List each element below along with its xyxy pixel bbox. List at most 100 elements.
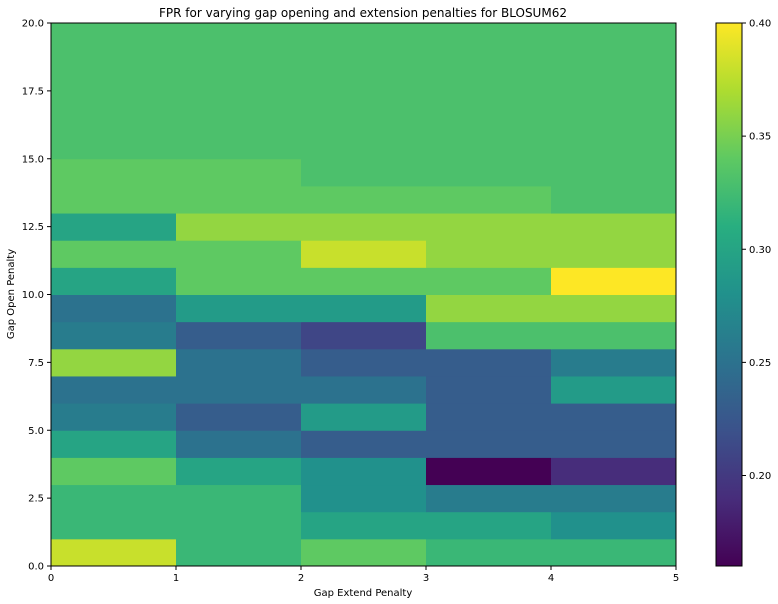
heatmap-cell	[551, 430, 677, 458]
y-tick-label: 0.0	[28, 562, 44, 573]
heatmap-cell	[426, 185, 552, 214]
heatmap-cell	[51, 348, 177, 377]
colorbar-axis: 0.20 0.25 0.30 0.35 0.40	[742, 19, 771, 482]
heatmap-cell	[51, 511, 177, 540]
heatmap-cell	[551, 185, 677, 214]
x-tick-label: 1	[173, 573, 179, 584]
heatmap-cell	[301, 375, 427, 404]
heatmap-cell	[176, 240, 302, 268]
heatmap-cell	[176, 158, 302, 187]
heatmap-cell	[176, 213, 302, 241]
x-tick-label: 0	[48, 573, 54, 584]
chart-title: FPR for varying gap opening and extensio…	[159, 6, 567, 20]
y-tick-label: 12.5	[22, 222, 44, 233]
x-axis-label: Gap Extend Penalty	[314, 588, 413, 599]
heatmap-cell	[426, 538, 552, 567]
heatmap-cell	[176, 511, 302, 540]
heatmap-cell	[301, 484, 427, 513]
y-tick-label: 2.5	[28, 494, 44, 505]
heatmap-cell	[301, 23, 427, 160]
heatmap-cell	[426, 267, 552, 295]
heatmap-cell	[551, 375, 677, 404]
heatmap-cell	[551, 23, 677, 160]
heatmap-cell	[426, 484, 552, 513]
y-tick-label: 5.0	[28, 426, 44, 437]
colorbar-tick-label: 0.40	[749, 19, 771, 30]
heatmap-cell	[51, 213, 177, 241]
heatmap-cell	[51, 321, 177, 350]
heatmap-cell	[301, 321, 427, 350]
heatmap-cell	[51, 430, 177, 458]
heatmap-cell	[176, 375, 302, 404]
heatmap-cell	[51, 484, 177, 513]
heatmap-cell	[176, 484, 302, 513]
x-tick-label: 5	[673, 573, 679, 584]
heatmap-cell	[551, 213, 677, 241]
x-tick-label: 4	[548, 573, 554, 584]
colorbar-tick-label: 0.35	[749, 132, 771, 143]
heatmap-cell	[426, 348, 552, 377]
heatmap-cell	[551, 240, 677, 268]
heatmap-cell	[426, 375, 552, 404]
heatmap-cell	[51, 538, 177, 567]
y-tick-label: 10.0	[22, 290, 44, 301]
colorbar-tick-label: 0.30	[749, 245, 771, 256]
heatmap-cell	[426, 23, 552, 160]
heatmap-cell	[426, 430, 552, 458]
colorbar-tick-label: 0.25	[749, 358, 771, 369]
heatmap-cell	[301, 538, 427, 567]
heatmap-cell	[551, 403, 677, 431]
heatmap-cell	[176, 267, 302, 295]
heatmap-cell	[301, 430, 427, 458]
heatmap-cell	[551, 457, 677, 486]
colorbar	[715, 22, 743, 567]
y-tick-label: 7.5	[28, 358, 44, 369]
heatmap-cell	[176, 430, 302, 458]
heatmap-cell	[551, 538, 677, 567]
heatmap-cell	[51, 158, 177, 187]
heatmap-cell	[301, 158, 427, 187]
heatmap-cell	[176, 403, 302, 431]
heatmap-cell	[301, 457, 427, 486]
heatmap-cell	[301, 403, 427, 431]
heatmap-cell	[301, 294, 427, 323]
heatmap-cell	[551, 484, 677, 513]
heatmap-cell	[301, 240, 427, 268]
heatmap-cell	[551, 511, 677, 540]
heatmap-cell	[176, 538, 302, 567]
y-tick-label: 20.0	[22, 19, 44, 30]
heatmap-cell	[176, 348, 302, 377]
heatmap-cells	[51, 23, 677, 567]
heatmap-cell	[51, 457, 177, 486]
heatmap-cell	[301, 511, 427, 540]
heatmap-cell	[176, 321, 302, 350]
heatmap-cell	[51, 294, 177, 323]
heatmap-cell	[551, 321, 677, 350]
heatmap-cell	[51, 403, 177, 431]
heatmap-cell	[426, 158, 552, 187]
heatmap-cell	[426, 294, 552, 323]
heatmap-cell	[426, 240, 552, 268]
heatmap-cell	[301, 213, 427, 241]
y-tick-label: 15.0	[22, 154, 44, 165]
y-axis: 0.0 2.5 5.0 7.5 10.0 12.5 15.0 17.5 20.0	[22, 19, 51, 573]
heatmap-cell	[426, 321, 552, 350]
heatmap-cell	[301, 267, 427, 295]
heatmap-cell	[301, 185, 427, 214]
heatmap-cell	[51, 23, 177, 160]
heatmap-cell	[176, 457, 302, 486]
heatmap-cell	[551, 294, 677, 323]
heatmap-cell	[51, 267, 177, 295]
heatmap-cell	[426, 213, 552, 241]
heatmap-cell	[51, 185, 177, 214]
heatmap-cell	[551, 267, 677, 295]
x-axis: 0 1 2 3 4 5	[48, 566, 679, 584]
heatmap-cell	[551, 158, 677, 187]
y-tick-label: 17.5	[22, 86, 44, 97]
heatmap-cell	[51, 375, 177, 404]
x-tick-label: 2	[298, 573, 304, 584]
heatmap-cell	[176, 185, 302, 214]
heatmap-cell	[301, 348, 427, 377]
x-tick-label: 3	[423, 573, 429, 584]
